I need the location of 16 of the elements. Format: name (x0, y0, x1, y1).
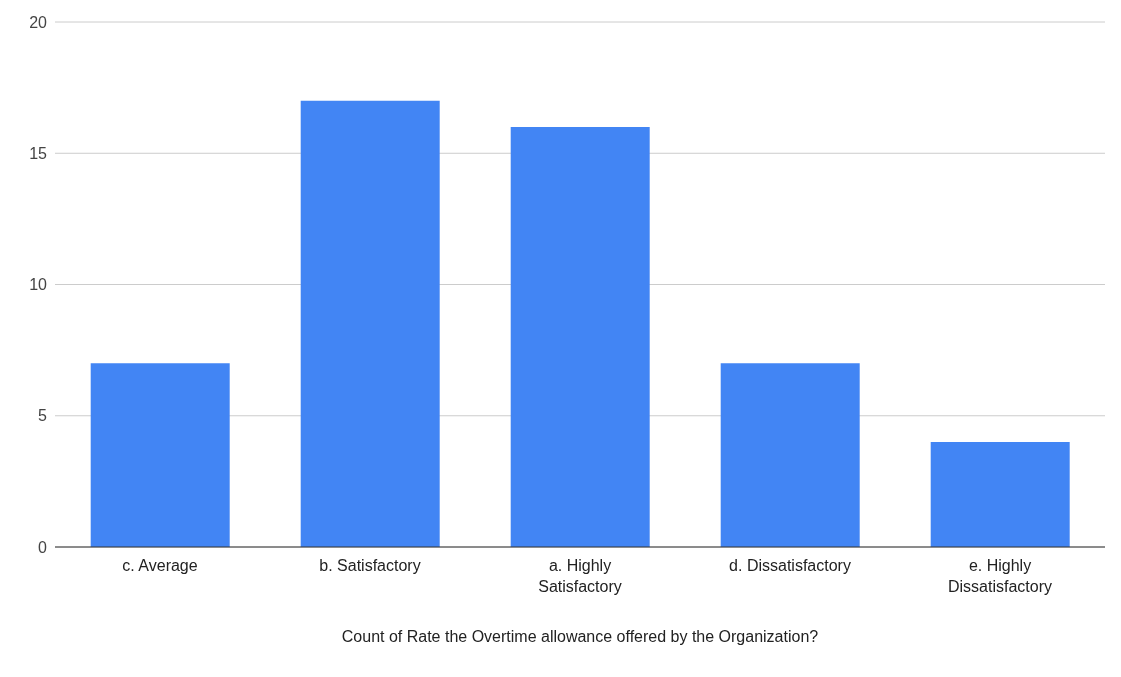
bar (930, 442, 1070, 547)
x-axis-title: Count of Rate the Overtime allowance offered by the Organization? (341, 628, 819, 645)
bar (720, 363, 860, 547)
y-tick-label: 0 (38, 538, 48, 556)
bar (300, 100, 440, 547)
x-tick-label: e. Highly Dissatisfactory (947, 557, 1053, 595)
x-tick-label: a. Highly Satisfactory (538, 557, 622, 595)
y-tick-label: 5 (38, 407, 48, 425)
x-tick-label: d. Dissatisfactory (729, 557, 851, 574)
y-tick-label: 10 (29, 276, 48, 294)
x-tick-label: c. Average (122, 557, 198, 574)
x-tick-label: b. Satisfactory (319, 557, 421, 574)
y-tick-label: 20 (29, 13, 48, 31)
bar (90, 363, 230, 547)
bar (510, 127, 650, 547)
y-tick-label: 15 (29, 144, 48, 162)
